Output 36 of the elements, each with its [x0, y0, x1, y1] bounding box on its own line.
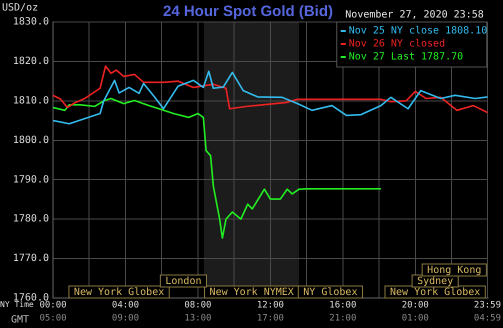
legend-label: Nov 26 NY closed — [348, 38, 446, 50]
y-tick-label: 1830.0 — [12, 16, 49, 28]
x-tick-label: 08:00 — [184, 300, 212, 311]
x2-tick-label: 05:00 — [39, 314, 67, 324]
x-tick-label: 12:00 — [256, 300, 284, 311]
annotation: Hong Kong — [427, 265, 482, 276]
annotation: New York NYMEX — [210, 287, 294, 298]
x-axis-title: NY Time — [0, 300, 34, 310]
x-tick-label: 20:00 — [402, 300, 429, 311]
x-tick-label: 04:00 — [112, 300, 140, 311]
x-tick-label: 23:59 — [474, 300, 501, 311]
annotation: London — [165, 276, 202, 288]
y-tick-label: 1790.0 — [12, 174, 49, 186]
annotation: Sydney — [417, 276, 454, 288]
x2-tick-label: 21:00 — [329, 314, 356, 324]
x2-tick-label: 04:59 — [474, 314, 501, 324]
x-tick-label: 16:00 — [329, 300, 356, 311]
y-axis-title: USD/oz — [2, 2, 38, 14]
x2-tick-label: 01:00 — [402, 314, 429, 324]
y-tick-label: 1800.0 — [12, 134, 49, 146]
chart-title: 24 Hour Spot Gold (Bid) — [163, 3, 333, 20]
legend-label: Nov 27 Last 1787.70 — [348, 52, 464, 63]
x2-axis-title: GMT — [10, 314, 30, 326]
annotation: New York Globex — [74, 287, 164, 298]
annotation: NY Globex — [303, 287, 358, 298]
y-tick-label: 1780.0 — [12, 214, 49, 225]
x2-tick-label: 17:00 — [256, 314, 284, 324]
annotation: New York Globex — [390, 287, 480, 298]
x2-tick-label: 09:00 — [112, 314, 140, 324]
chart-subtitle: November 27, 2020 23:58 — [345, 10, 484, 21]
y-tick-label: 1770.0 — [12, 253, 49, 264]
y-tick-label: 1820.0 — [12, 56, 49, 68]
y-tick-label: 1810.0 — [12, 95, 49, 106]
x-tick-label: 00:00 — [39, 300, 67, 311]
x2-tick-label: 13:00 — [184, 314, 212, 324]
legend-label: Nov 25 NY close 1808.10 — [348, 26, 488, 37]
